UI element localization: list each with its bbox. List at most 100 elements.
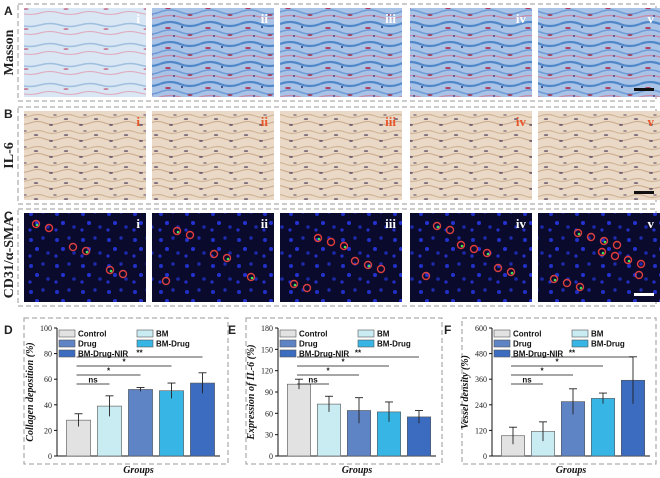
bar <box>128 389 153 457</box>
vessel-mark <box>289 279 299 289</box>
y-tick-label: 120 <box>261 367 273 376</box>
y-tick-label: 30 <box>265 431 273 440</box>
chart-frame <box>461 317 657 465</box>
vessel-mark <box>575 282 585 292</box>
vessel-mark <box>326 237 336 247</box>
vessel-mark <box>460 244 464 248</box>
vessel-mark <box>579 286 583 290</box>
legend-label: Drug <box>299 340 318 349</box>
micrograph-tile <box>280 213 402 302</box>
vessel-mark <box>601 251 605 255</box>
y-axis-label: Collagen deposition (%) <box>25 342 36 441</box>
y-tick-label: 120 <box>475 426 487 435</box>
vessel-mark <box>586 232 596 242</box>
vessel-mark <box>562 278 572 288</box>
y-tick-label: 90 <box>265 388 273 397</box>
vessel-mark <box>486 252 490 256</box>
vessel-mark <box>246 272 256 282</box>
chart-frame <box>245 317 443 465</box>
vessel-mark <box>573 228 583 238</box>
vessel-mark <box>350 256 360 266</box>
micrograph-tile <box>410 213 532 302</box>
vessel-mark <box>109 269 113 273</box>
column-label: ii <box>261 114 269 129</box>
vessel-mark <box>603 240 607 244</box>
legend-label: BM <box>591 330 604 339</box>
vessel-mark <box>343 245 347 249</box>
vessel-mark <box>553 278 557 282</box>
micrograph-tile <box>538 213 660 302</box>
vessel-mark <box>599 236 609 246</box>
y-tick-label: 100 <box>40 324 52 333</box>
vessel-mark <box>445 225 455 235</box>
vessel-mark <box>226 257 230 261</box>
y-tick-label: 150 <box>261 345 273 354</box>
chart-E: E 0 30 60 90 120 150 180 Expression of IL-6 (%) G… <box>228 317 443 476</box>
vessel-mark <box>222 253 232 263</box>
bar <box>286 383 311 457</box>
legend-label: Drug <box>78 340 97 349</box>
vessel-mark <box>456 240 466 250</box>
micrograph-tile <box>280 8 402 97</box>
column-label: ii <box>261 11 269 26</box>
x-axis-label: Groups <box>556 465 587 476</box>
micrograph-tile <box>24 111 146 200</box>
legend-swatch <box>279 329 297 338</box>
y-tick-label: 0 <box>483 452 487 461</box>
x-axis-label: Groups <box>123 465 154 476</box>
vessel-mark <box>317 237 321 241</box>
bar-charts: D 0 20 40 60 80 100 Collagen deposition (%) Grou… <box>4 317 657 476</box>
legend-swatch <box>136 339 154 348</box>
significance-mark: * <box>341 358 345 367</box>
vessel-mark <box>367 264 371 268</box>
column-label: iv <box>516 11 527 26</box>
legend-swatch <box>357 329 375 338</box>
vessel-mark <box>363 260 373 270</box>
scale-bar <box>634 293 654 296</box>
vessel-mark <box>623 255 633 265</box>
vessel-mark <box>549 274 559 284</box>
significance-mark: ns <box>88 376 98 385</box>
vessel-mark <box>85 250 89 254</box>
legend-swatch <box>58 329 76 338</box>
legend-swatch <box>571 329 589 338</box>
vessel-mark <box>627 259 631 263</box>
legend-swatch <box>493 349 511 358</box>
vessel-mark <box>209 249 219 259</box>
vessel-mark <box>506 267 516 277</box>
vessel-mark <box>610 251 620 261</box>
vessel-mark <box>432 221 442 231</box>
vessel-mark <box>339 241 349 251</box>
column-label: iv <box>516 114 527 129</box>
vessel-mark <box>421 271 431 281</box>
y-tick-label: 480 <box>475 350 487 359</box>
column-label: i <box>136 11 140 26</box>
panel-letter: D <box>4 323 13 337</box>
legend-swatch <box>58 339 76 348</box>
legend-label: BM-Drug <box>377 340 411 349</box>
significance-mark: * <box>326 367 330 376</box>
legend-swatch <box>279 339 297 348</box>
y-axis-label: Expression of IL-6 (%) <box>246 344 257 440</box>
vessel-mark <box>302 283 312 293</box>
vessel-mark <box>612 240 622 250</box>
significance-mark: * <box>555 358 559 367</box>
column-label: i <box>136 114 140 129</box>
chart-frame <box>23 317 229 465</box>
y-tick-label: 40 <box>44 401 52 410</box>
vessel-mark <box>118 269 128 279</box>
micrograph-tile <box>152 8 274 97</box>
y-tick-label: 20 <box>44 426 52 435</box>
legend-label: Control <box>299 330 327 339</box>
vessel-mark <box>35 223 39 227</box>
vessel-mark <box>161 276 171 286</box>
significance-mark: * <box>122 358 126 367</box>
micrograph-tile <box>410 111 532 200</box>
vessel-mark <box>44 223 54 233</box>
significance-mark: ** <box>355 349 362 358</box>
significance-mark: * <box>107 367 111 376</box>
y-tick-label: 60 <box>44 375 52 384</box>
vessel-mark <box>577 232 581 236</box>
panel-letter: C <box>4 209 13 223</box>
column-label: v <box>648 216 655 231</box>
